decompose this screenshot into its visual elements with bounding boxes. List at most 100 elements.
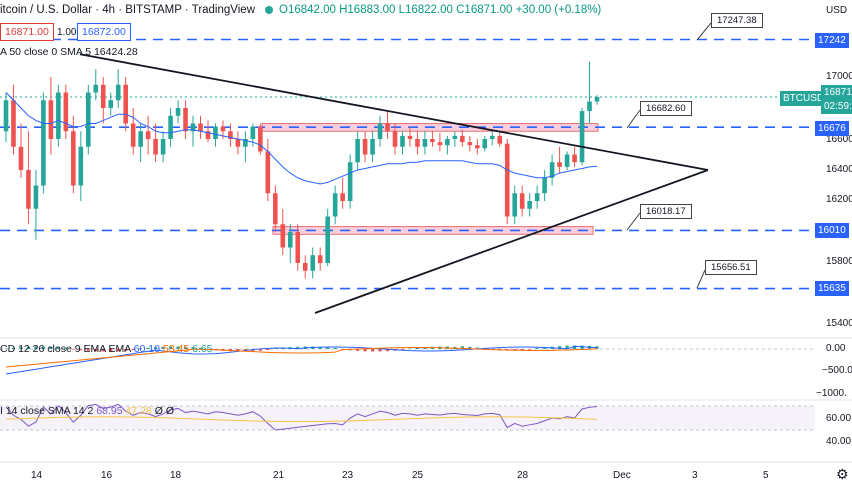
chart-header: itcoin / U.S. Dollar · 4h · BITSTAMP · T… — [0, 4, 601, 16]
x-tick: 16 — [101, 470, 113, 481]
candle-body — [452, 135, 458, 139]
sell-price-button[interactable]: 16871.00 — [0, 23, 54, 41]
candle-body — [250, 126, 256, 139]
macd-histogram-bar — [56, 347, 60, 349]
callout-16682[interactable]: 16682.60 — [640, 101, 692, 116]
macd-histogram-bar — [198, 347, 203, 349]
candle-body — [228, 131, 233, 139]
macd-signal-line — [5, 346, 598, 368]
symbol-title[interactable]: itcoin / U.S. Dollar · 4h · BITSTAMP · T… — [0, 4, 255, 16]
candle-body — [123, 84, 128, 124]
rsi-indicator-label[interactable]: I 14 close SMA 14 2 68.95 47.28 Ø Ø — [0, 405, 174, 417]
macd-histogram-bar — [146, 347, 150, 349]
rsi-sma-line — [5, 416, 598, 423]
macd-value: 60.10 — [133, 343, 160, 355]
candle-body — [340, 193, 345, 201]
candle-body — [549, 162, 555, 178]
macd-histogram-bar — [79, 349, 83, 351]
candle-body — [504, 143, 510, 217]
candle-body — [347, 162, 353, 201]
sma-line — [5, 92, 598, 185]
candle-body — [422, 139, 428, 147]
candle-body — [557, 162, 562, 167]
macd-histogram-bar — [378, 349, 382, 352]
macd-histogram-bar — [109, 349, 113, 352]
macd-histogram-bar — [258, 349, 262, 351]
callout-16018[interactable]: 16018.17 — [640, 204, 692, 219]
buy-price-button[interactable]: 16872.00 — [77, 23, 131, 41]
x-tick: 21 — [273, 470, 285, 481]
macd-indicator-label[interactable]: CD 12 26 close 9 EMA EMA 60.10 53.45 6.6… — [0, 343, 213, 355]
price-tick: 15400.00 — [826, 318, 852, 329]
callout-leader — [626, 212, 641, 231]
macd-histogram-bar — [19, 347, 23, 349]
macd-histogram-bar — [513, 349, 517, 351]
candle-body — [415, 139, 420, 147]
x-tick: Dec — [613, 470, 631, 481]
rsi-sma-value: 47.28 — [125, 405, 152, 417]
triangle-upper-line — [79, 53, 709, 171]
gear-icon[interactable]: ⚙ — [836, 466, 849, 482]
candle-body — [3, 100, 9, 132]
x-tick: 14 — [31, 470, 43, 481]
macd-histogram-bar — [168, 346, 173, 349]
price-tick: 16400.00 — [826, 164, 852, 175]
candle-body — [542, 177, 547, 194]
last-price-tag: 16871 — [821, 85, 852, 100]
macd-histogram-bar — [131, 349, 135, 351]
macd-histogram-bar — [535, 348, 539, 349]
candle-body — [437, 142, 443, 146]
price-tick: 17000.00 — [826, 71, 852, 82]
price-tick: 16200.00 — [826, 194, 852, 205]
macd-histogram-bar — [183, 346, 188, 349]
callout-17247[interactable]: 17247.38 — [711, 13, 763, 28]
currency-label[interactable]: USD — [826, 5, 848, 16]
ma-indicator-label[interactable]: A 50 close 0 SMA 5 16424.28 — [0, 46, 138, 58]
candle-body — [243, 139, 248, 147]
candle-body — [273, 193, 278, 225]
candle-body — [317, 255, 323, 263]
candle-body — [213, 126, 218, 139]
candle-body — [310, 255, 316, 271]
candle-body — [534, 193, 540, 201]
macd-histogram-bar — [176, 346, 180, 349]
macd-histogram-bar — [475, 347, 479, 349]
candle-body — [512, 193, 518, 217]
x-tick: 23 — [342, 470, 354, 481]
rsi-extra-2: Ø — [165, 405, 174, 417]
x-tick: 28 — [517, 470, 529, 481]
candle-body — [385, 123, 390, 132]
macd-histogram-bar — [528, 349, 532, 350]
candle-body — [519, 193, 525, 209]
candle-body — [430, 139, 435, 143]
candle-body — [564, 154, 570, 167]
price-tick: 16600.00 — [826, 134, 852, 145]
candle-body — [220, 126, 226, 132]
callout-15656[interactable]: 15656.51 — [705, 260, 757, 275]
macd-histogram-bar — [318, 346, 322, 349]
candle-body — [235, 139, 241, 147]
candle-body — [130, 123, 136, 147]
rsi-tick: 40.00 — [826, 436, 852, 447]
macd-histogram-bar — [400, 349, 405, 351]
macd-histogram-bar — [370, 349, 375, 352]
macd-histogram-bar — [415, 347, 420, 349]
macd-histogram-bar — [139, 348, 143, 349]
candle-body — [332, 193, 338, 217]
candle-body — [460, 135, 465, 143]
macd-histogram-bar — [124, 349, 128, 351]
macd-tick: −1000. — [816, 388, 847, 399]
candle-body — [467, 142, 473, 146]
candle-body — [160, 139, 166, 155]
candle-body — [475, 145, 480, 149]
macd-histogram-bar — [326, 347, 330, 349]
candle-body — [41, 100, 46, 186]
candle-body — [377, 123, 383, 139]
level-tag-16676: 16676 — [815, 121, 849, 136]
macd-histogram-bar — [356, 349, 360, 351]
candle-body — [280, 224, 286, 248]
candle-body — [56, 92, 61, 139]
macd-histogram-bar — [595, 346, 599, 349]
triangle-lower-line — [314, 169, 709, 314]
